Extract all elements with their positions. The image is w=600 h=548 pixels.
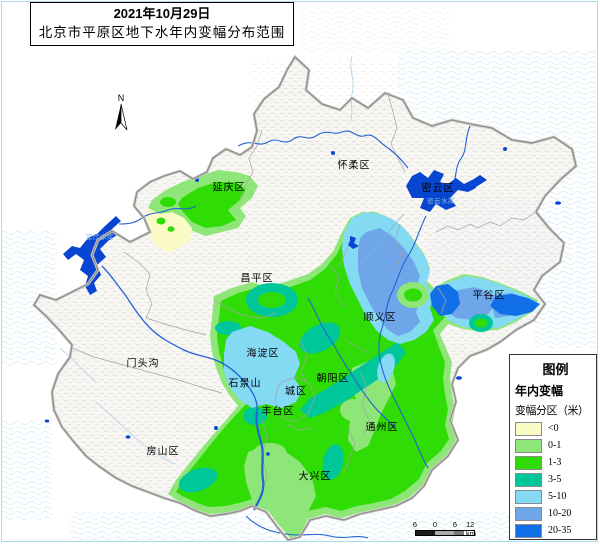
scale-bar-tick-label: 0	[432, 520, 438, 529]
scale-bar-graphic	[415, 530, 475, 536]
legend-item-label: <0	[548, 423, 559, 434]
district-label: 密云区	[421, 183, 455, 195]
legend-item: 0-1	[515, 437, 596, 454]
legend-items: <0 0-1 1-3 3-5 5-10 10-20 20-35	[515, 420, 596, 539]
legend-swatch	[515, 523, 542, 538]
scale-bar: 6 0 6 12 km	[412, 520, 493, 538]
scale-bar-tick-label: 6	[452, 520, 458, 529]
legend-item: 20-35	[515, 522, 596, 539]
legend-unit-label: 变幅分区（米）	[515, 405, 589, 417]
beijing-boundary	[32, 54, 578, 542]
water-body-label: 密云水库	[427, 198, 455, 205]
district-label: 延庆区	[212, 182, 246, 194]
legend-item-label: 0-1	[548, 440, 562, 451]
district-label: 昌平区	[240, 273, 274, 285]
district-label: 海淀区	[246, 348, 280, 360]
district-label: 城区	[285, 386, 307, 398]
district-label: 房山区	[146, 446, 180, 458]
legend-item: <0	[515, 420, 596, 437]
map-date: 2021年10月29日	[113, 6, 211, 21]
rivers	[59, 55, 471, 539]
district-label: 门头沟	[126, 358, 160, 370]
district-boundaries	[71, 93, 537, 495]
legend-swatch	[515, 472, 542, 487]
legend-item: 5-10	[515, 488, 596, 505]
legend-item: 1-3	[515, 454, 596, 471]
district-label: 大兴区	[298, 471, 332, 483]
huairou-reservoir	[348, 236, 359, 249]
legend-swatch	[515, 506, 542, 521]
map-title-box: 2021年10月29日 北京市平原区地下水年内变幅分布范围	[30, 2, 294, 46]
legend-swatch	[515, 455, 542, 470]
north-arrow: N	[115, 93, 128, 131]
groundwater-zones	[146, 170, 540, 538]
legend-swatch	[515, 421, 542, 436]
miyun-reservoir	[406, 170, 476, 212]
district-label: 丰台区	[261, 406, 295, 418]
legend-swatch	[515, 489, 542, 504]
legend-item: 10-20	[515, 505, 596, 522]
scale-bar-labels: 6 0 6 12 km	[412, 520, 493, 538]
legend-item-label: 20-35	[548, 525, 572, 536]
legend-title: 图例	[542, 362, 569, 377]
legend-item-label: 5-10	[548, 491, 567, 502]
legend-item-label: 1-3	[548, 457, 562, 468]
district-label: 通州区	[365, 422, 399, 434]
district-label: 怀柔区	[337, 160, 371, 172]
scale-bar-tick-label: 12 km	[466, 520, 476, 538]
district-label: 朝阳区	[316, 373, 350, 385]
district-label: 顺义区	[363, 312, 397, 324]
legend-panel: 图例 年内变幅 变幅分区（米） <0 0-1 1-3 3-5 5-10 10-20 20-3…	[509, 354, 597, 540]
legend-item: 3-5	[515, 471, 596, 488]
legend-item-label: 10-20	[548, 508, 572, 519]
scale-bar-tick-label: 6	[412, 520, 418, 529]
district-label: 平谷区	[472, 290, 506, 302]
map-title: 北京市平原区地下水年内变幅分布范围	[38, 25, 286, 40]
water-body-label: 官厅水库	[86, 234, 114, 241]
legend-item-label: 3-5	[548, 474, 562, 485]
legend-subtitle: 年内变幅	[515, 384, 564, 398]
legend-swatch	[515, 438, 542, 453]
north-arrow-label: N	[118, 93, 125, 103]
district-label: 石景山	[228, 378, 262, 390]
